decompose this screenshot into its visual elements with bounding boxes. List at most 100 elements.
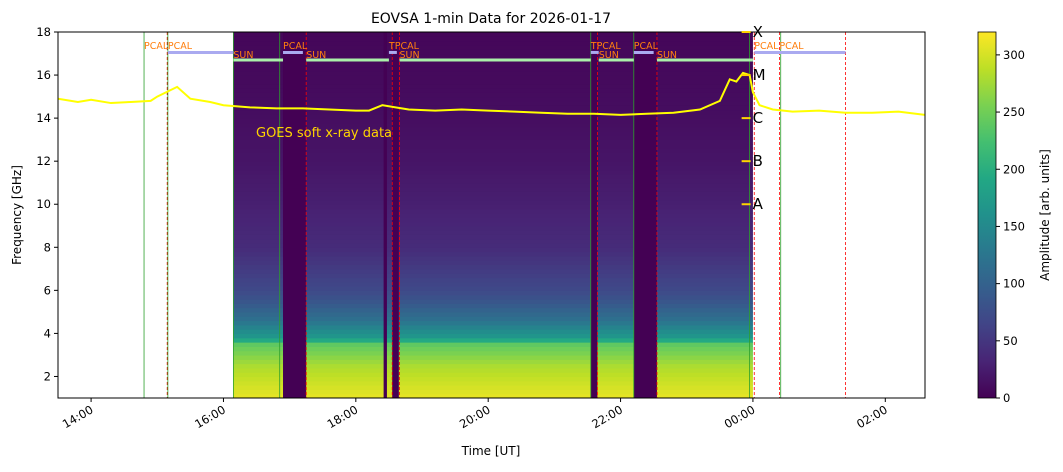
heatmap-cell	[233, 178, 753, 184]
heatmap-cell	[233, 195, 753, 201]
goes-class-label: B	[753, 152, 763, 170]
heatmap-cell	[233, 346, 753, 352]
goes-line	[58, 71, 925, 116]
heatmap-cell	[233, 298, 753, 304]
x-tick-label: 16:00	[192, 402, 228, 431]
goes-class-ticks: X M C B A	[741, 23, 766, 213]
goes-class-label: A	[753, 195, 764, 213]
heatmap-cell	[233, 32, 753, 37]
heatmap-cell	[233, 199, 753, 205]
heatmap-cell	[233, 92, 753, 98]
heatmap-cell	[233, 208, 753, 214]
heatmap-cell	[233, 100, 753, 106]
heatmap-cell	[233, 87, 753, 93]
y-tick-label: 4	[44, 326, 51, 340]
heatmap-cell	[233, 96, 753, 102]
heatmap-cell	[233, 316, 753, 322]
heatmap-cell	[233, 109, 753, 115]
heatmap-cell	[233, 44, 753, 50]
schedule-label: TPCAL	[388, 41, 420, 52]
heatmap-cell	[233, 70, 753, 76]
heatmap-cell	[233, 156, 753, 162]
heatmap-cell	[233, 277, 753, 283]
heatmap-cell	[233, 311, 753, 317]
heatmap-cell	[233, 204, 753, 210]
y-tick-label: 2	[44, 369, 51, 383]
heatmap-cell	[233, 303, 753, 309]
heatmap-cell	[233, 131, 753, 136]
colorbar-tick-label: 50	[1003, 334, 1018, 348]
schedule-bars: PCAL PCALSUNPCALSUNTPCALSUNTPCALSUNPCALSU…	[144, 41, 846, 62]
y-tick-label: 14	[36, 111, 51, 125]
colorbar-tick-label: 150	[1003, 219, 1025, 233]
schedule-label: PCAL	[168, 41, 193, 52]
x-tick-label: 14:00	[60, 402, 96, 431]
heatmap-cell	[233, 376, 753, 382]
heatmap-cell	[233, 169, 753, 175]
scan-lines	[143, 32, 846, 398]
y-axis: 2 4 6 8 10 12 14 16 18	[36, 25, 58, 383]
x-tick-label: 20:00	[457, 402, 493, 431]
heatmap-cell	[233, 247, 753, 253]
goes-class-label: M	[753, 66, 766, 84]
goes-class-label: C	[753, 109, 763, 127]
heatmap-cell	[233, 152, 753, 158]
heatmap-cell	[233, 234, 753, 240]
schedule-label: PCAL	[283, 41, 308, 52]
heatmap-cell	[233, 135, 753, 141]
data-gap	[283, 32, 307, 398]
heatmap-cell	[233, 255, 753, 261]
colorbar-tick-label: 200	[1003, 162, 1025, 176]
y-tick-label: 18	[36, 25, 51, 39]
heatmap-cell	[233, 66, 753, 72]
colorbar-tick-label: 300	[1003, 48, 1025, 62]
heatmap-cell	[233, 113, 753, 119]
schedule-label: SUN	[233, 50, 253, 61]
heatmap-cell	[233, 36, 753, 42]
data-gap	[383, 32, 387, 398]
heatmap-cell	[233, 281, 753, 287]
heatmap-cell	[233, 174, 753, 179]
y-tick-label: 8	[44, 240, 51, 254]
goes-series	[58, 71, 925, 116]
colorbar: 0 50 100 150 200 250 300 Amplitude [arb. units…	[977, 31, 1052, 405]
y-tick-label: 10	[36, 197, 51, 211]
goes-class-label: X	[753, 23, 763, 41]
x-tick-label: 02:00	[854, 402, 890, 431]
heatmap-cell	[233, 221, 753, 227]
schedule-label: SUN	[306, 50, 326, 61]
heatmap-cell	[233, 161, 753, 167]
plot-area: PCAL PCALSUNPCALSUNTPCALSUNTPCALSUNPCALSU…	[58, 32, 925, 398]
y-tick-label: 6	[44, 283, 51, 297]
heatmap-cell	[233, 342, 753, 347]
heatmap-cell	[233, 75, 753, 80]
heatmap-cell	[233, 294, 753, 300]
heatmap-cell	[233, 40, 753, 46]
heatmap-cell	[233, 337, 753, 343]
heatmap-cell	[233, 217, 753, 223]
heatmap-cell	[233, 251, 753, 257]
heatmap-cell	[233, 148, 753, 154]
chart-title: EOVSA 1-min Data for 2026-01-17	[371, 11, 611, 27]
heatmap-cell	[233, 372, 753, 378]
heatmap-cell	[233, 363, 753, 369]
heatmap-cell	[233, 105, 753, 111]
heatmap-cell	[233, 165, 753, 171]
y-axis-label: Frequency [GHz]	[10, 165, 24, 265]
heatmap-cell	[233, 212, 753, 218]
spectrogram-heatmap	[233, 32, 753, 398]
heatmap-cell	[233, 329, 753, 335]
heatmap-cell	[233, 307, 753, 313]
colorbar-tick-label: 100	[1003, 277, 1025, 291]
schedule-label: SUN	[599, 50, 619, 61]
heatmap-cell	[233, 118, 753, 124]
x-tick-label: 00:00	[722, 402, 758, 431]
schedule-label: SUN	[657, 50, 677, 61]
heatmap-cell	[233, 273, 753, 279]
heatmap-cell	[233, 333, 753, 339]
data-gap	[590, 32, 598, 398]
heatmap-cell	[233, 242, 753, 248]
heatmap-cell	[233, 143, 753, 149]
schedule-label: PCAL	[754, 41, 779, 52]
